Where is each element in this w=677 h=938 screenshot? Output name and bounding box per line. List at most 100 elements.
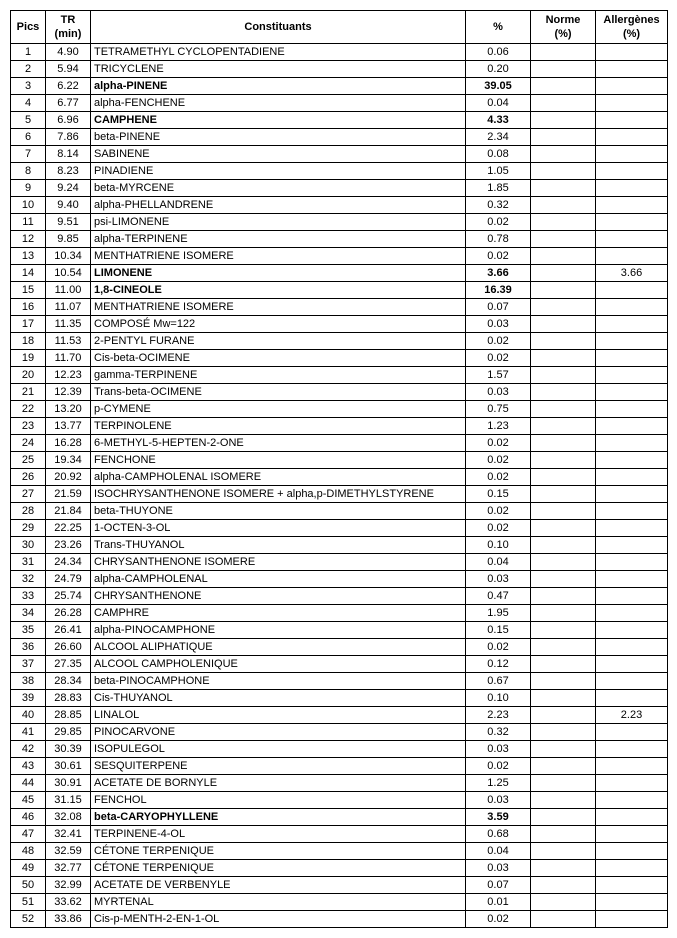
cell-tr: 11.00 <box>46 282 91 299</box>
cell-const: beta-PINENE <box>91 129 466 146</box>
cell-tr: 11.53 <box>46 333 91 350</box>
cell-allerg <box>596 503 668 520</box>
cell-const: alpha-PHELLANDRENE <box>91 197 466 214</box>
cell-pics: 17 <box>11 316 46 333</box>
table-row: 99.24beta-MYRCENE1.85 <box>11 180 668 197</box>
cell-pct: 0.32 <box>466 197 531 214</box>
cell-tr: 32.08 <box>46 809 91 826</box>
cell-const: CÉTONE TERPENIQUE <box>91 843 466 860</box>
cell-tr: 28.34 <box>46 673 91 690</box>
cell-allerg <box>596 180 668 197</box>
cell-allerg <box>596 605 668 622</box>
cell-pct: 0.03 <box>466 792 531 809</box>
table-row: 4732.41TERPINENE-4-OL0.68 <box>11 826 668 843</box>
cell-norme <box>531 503 596 520</box>
cell-const: ACETATE DE VERBENYLE <box>91 877 466 894</box>
cell-allerg <box>596 571 668 588</box>
cell-const: FENCHONE <box>91 452 466 469</box>
cell-tr: 21.84 <box>46 503 91 520</box>
cell-norme <box>531 877 596 894</box>
cell-pct: 3.59 <box>466 809 531 826</box>
table-row: 1511.001,8-CINEOLE16.39 <box>11 282 668 299</box>
col-header-norme: Norme(%) <box>531 11 596 44</box>
cell-pics: 29 <box>11 520 46 537</box>
table-row: 56.96CAMPHENE4.33 <box>11 112 668 129</box>
cell-pct: 0.02 <box>466 639 531 656</box>
table-row: 2416.286-METHYL-5-HEPTEN-2-ONE0.02 <box>11 435 668 452</box>
cell-pct: 0.20 <box>466 61 531 78</box>
cell-pct: 0.10 <box>466 537 531 554</box>
table-row: 109.40alpha-PHELLANDRENE0.32 <box>11 197 668 214</box>
table-row: 4129.85PINOCARVONE0.32 <box>11 724 668 741</box>
cell-norme <box>531 180 596 197</box>
cell-tr: 12.39 <box>46 384 91 401</box>
cell-pct: 0.02 <box>466 520 531 537</box>
cell-const: TETRAMETHYL CYCLOPENTADIENE <box>91 44 466 61</box>
table-row: 3124.34CHRYSANTHENONE ISOMERE0.04 <box>11 554 668 571</box>
cell-tr: 24.34 <box>46 554 91 571</box>
cell-pics: 19 <box>11 350 46 367</box>
cell-const: MENTHATRIENE ISOMERE <box>91 299 466 316</box>
col-header-const: Constituants <box>91 11 466 44</box>
cell-allerg <box>596 537 668 554</box>
cell-allerg <box>596 350 668 367</box>
cell-tr: 31.15 <box>46 792 91 809</box>
cell-pct: 0.15 <box>466 622 531 639</box>
cell-norme <box>531 571 596 588</box>
cell-norme <box>531 469 596 486</box>
table-row: 1711.35COMPOSÉ Mw=1220.03 <box>11 316 668 333</box>
cell-norme <box>531 333 596 350</box>
cell-const: alpha-PINENE <box>91 78 466 95</box>
cell-allerg <box>596 758 668 775</box>
cell-tr: 32.41 <box>46 826 91 843</box>
table-row: 5133.62MYRTENAL0.01 <box>11 894 668 911</box>
cell-norme <box>531 826 596 843</box>
cell-pct: 0.32 <box>466 724 531 741</box>
cell-allerg <box>596 741 668 758</box>
table-row: 1911.70Cis-beta-OCIMENE0.02 <box>11 350 668 367</box>
cell-tr: 19.34 <box>46 452 91 469</box>
cell-norme <box>531 622 596 639</box>
cell-tr: 9.40 <box>46 197 91 214</box>
cell-tr: 28.85 <box>46 707 91 724</box>
cell-tr: 30.39 <box>46 741 91 758</box>
cell-const: Cis-THUYANOL <box>91 690 466 707</box>
col-header-allerg: Allergènes(%) <box>596 11 668 44</box>
cell-allerg <box>596 418 668 435</box>
table-row: 25.94TRICYCLENE0.20 <box>11 61 668 78</box>
cell-const: Trans-beta-OCIMENE <box>91 384 466 401</box>
cell-pct: 0.68 <box>466 826 531 843</box>
cell-allerg <box>596 554 668 571</box>
cell-norme <box>531 401 596 418</box>
table-row: 2112.39Trans-beta-OCIMENE0.03 <box>11 384 668 401</box>
cell-tr: 16.28 <box>46 435 91 452</box>
cell-pics: 3 <box>11 78 46 95</box>
cell-norme <box>531 758 596 775</box>
cell-allerg <box>596 401 668 418</box>
table-row: 129.85alpha-TERPINENE0.78 <box>11 231 668 248</box>
cell-norme <box>531 520 596 537</box>
cell-norme <box>531 435 596 452</box>
table-row: 3727.35ALCOOL CAMPHOLENIQUE0.12 <box>11 656 668 673</box>
cell-tr: 23.26 <box>46 537 91 554</box>
table-row: 119.51psi-LIMONENE0.02 <box>11 214 668 231</box>
cell-norme <box>531 265 596 282</box>
cell-allerg: 3.66 <box>596 265 668 282</box>
cell-pics: 22 <box>11 401 46 418</box>
cell-norme <box>531 588 596 605</box>
cell-pct: 0.03 <box>466 571 531 588</box>
cell-norme <box>531 537 596 554</box>
cell-const: 1,8-CINEOLE <box>91 282 466 299</box>
cell-allerg <box>596 95 668 112</box>
table-row: 3023.26Trans-THUYANOL0.10 <box>11 537 668 554</box>
cell-tr: 8.14 <box>46 146 91 163</box>
cell-tr: 28.83 <box>46 690 91 707</box>
cell-const: TRICYCLENE <box>91 61 466 78</box>
cell-tr: 11.35 <box>46 316 91 333</box>
cell-const: Trans-THUYANOL <box>91 537 466 554</box>
cell-pct: 1.25 <box>466 775 531 792</box>
cell-pics: 26 <box>11 469 46 486</box>
cell-allerg <box>596 299 668 316</box>
cell-pics: 28 <box>11 503 46 520</box>
cell-norme <box>531 452 596 469</box>
